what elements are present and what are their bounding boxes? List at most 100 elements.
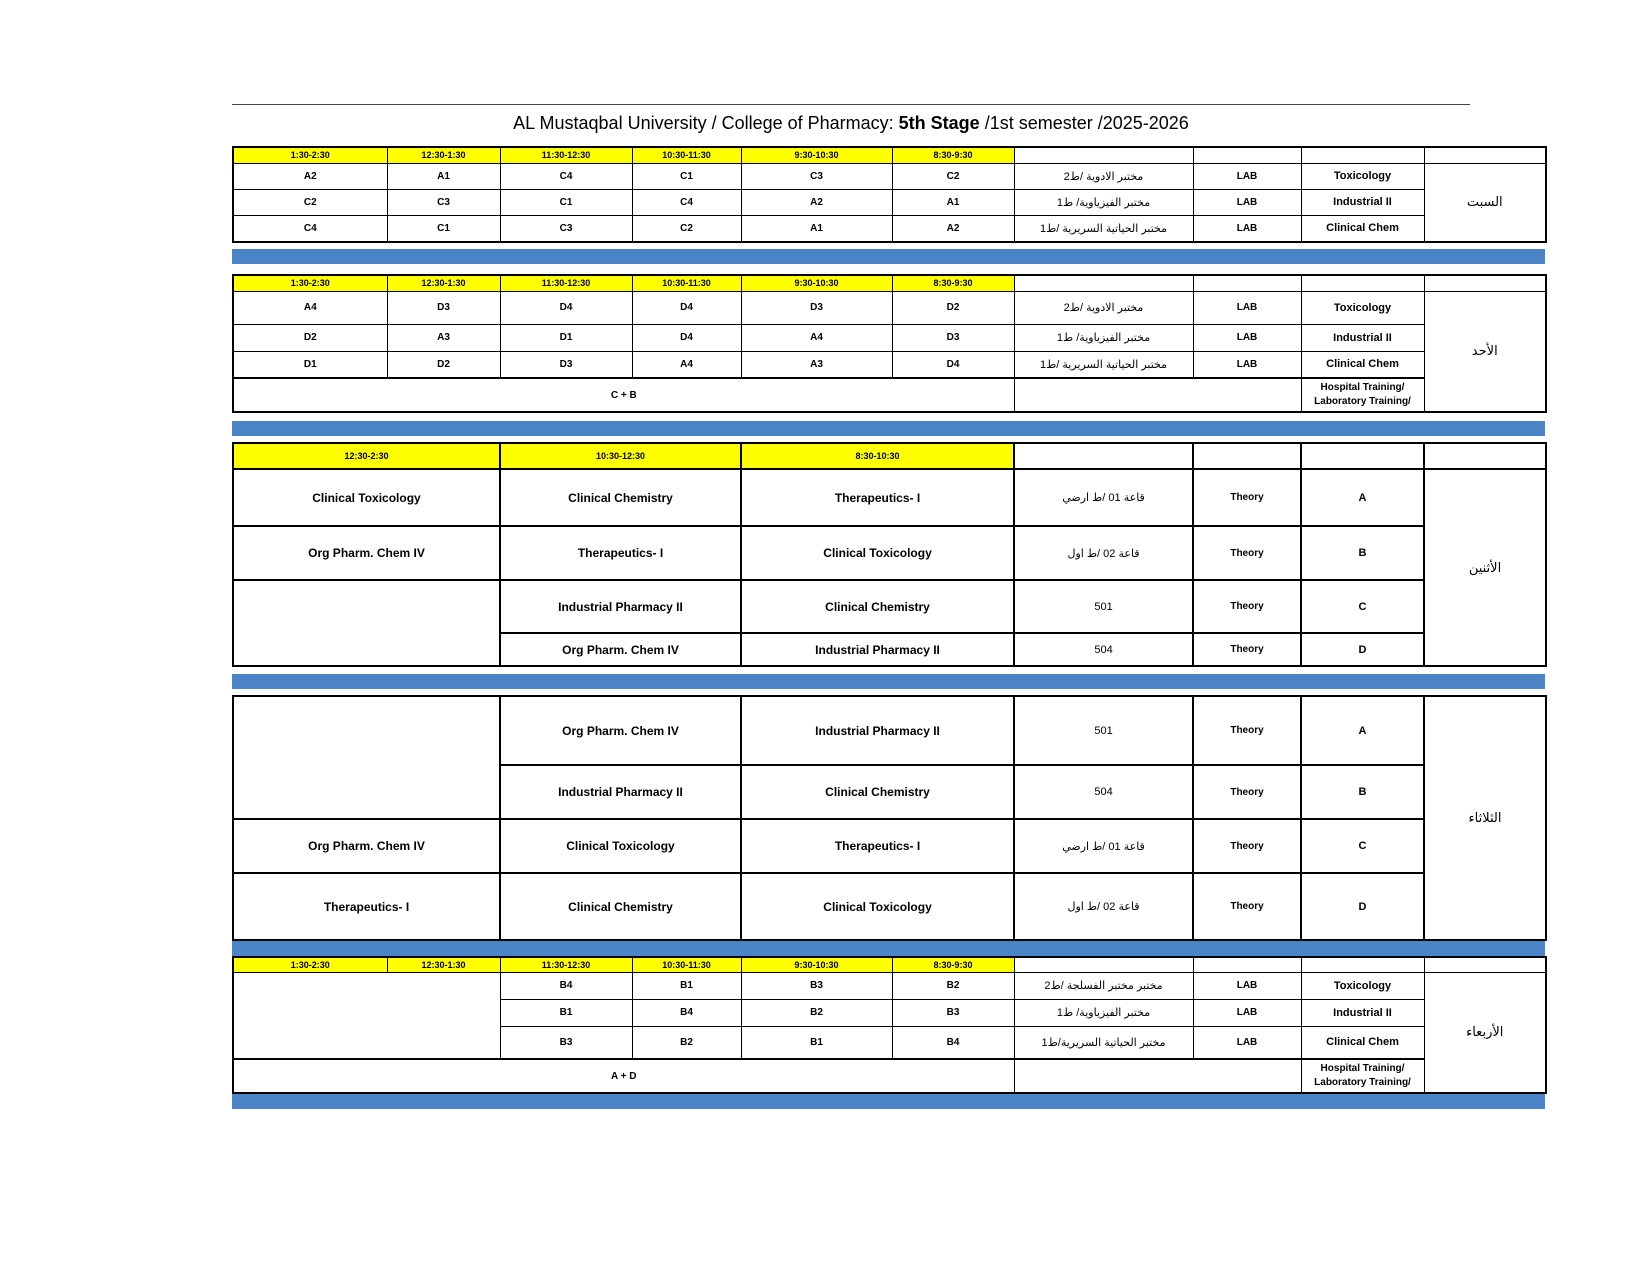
theory-cell: Theory [1192, 525, 1303, 581]
time-header-cell: 10:30-11:30 [631, 146, 742, 164]
slot-cell: C1 [631, 162, 742, 190]
course-cell: Industrial Pharmacy II [740, 632, 1016, 667]
slot-cell: D3 [499, 350, 633, 379]
slot-cell: D1 [232, 350, 388, 379]
tuesday-schedule-table: Org Pharm. Chem IV Industrial Pharmacy I… [232, 695, 1548, 941]
monday-schedule-table: 12:30-2:30 10:30-12:30 8:30-10:30 Clinic… [232, 442, 1548, 667]
course-cell: Org Pharm. Chem IV [232, 818, 501, 874]
empty-cell [1013, 1058, 1302, 1094]
lab-cell: LAB [1192, 350, 1302, 379]
room-cell: مختبر الحياتية السريرية /ط1 [1013, 214, 1194, 243]
sunday-schedule-table: 1:30-2:30 12:30-1:30 11:30-12:30 10:30-1… [232, 274, 1547, 413]
time-header-cell: 1:30-2:30 [232, 146, 388, 164]
theory-cell: Theory [1192, 695, 1303, 766]
course-cell: Clinical Chemistry [740, 579, 1016, 634]
training-line: Hospital Training/ [1320, 1063, 1405, 1074]
saturday-schedule-table: 1:30-2:30 12:30-1:30 11:30-12:30 10:30-1… [232, 146, 1547, 243]
theory-row: Industrial Pharmacy II Clinical Chemistr… [233, 764, 1546, 820]
slot-cell: B3 [499, 1025, 633, 1060]
room-cell: 501 [1013, 695, 1195, 766]
section-divider-band [232, 421, 1545, 436]
empty-cell [232, 579, 501, 667]
slot-cell: C3 [386, 188, 501, 216]
empty-cell [1192, 274, 1302, 292]
time-header-cell: 1:30-2:30 [232, 274, 388, 292]
training-groups-cell: C + B [232, 377, 1015, 413]
slot-cell: D2 [386, 350, 501, 379]
subject-cell: Toxicology [1300, 290, 1425, 325]
title-stage: 5th Stage [898, 113, 980, 133]
theory-cell: Theory [1192, 468, 1303, 527]
room-cell: قاعة 02 /ط اول [1013, 525, 1195, 581]
timetable-sheet: AL Mustaqbal University / College of Pha… [232, 104, 1548, 1109]
course-cell: Therapeutics- I [232, 872, 501, 941]
time-header-cell: 9:30-10:30 [740, 956, 893, 973]
empty-cell [1423, 442, 1548, 470]
empty-cell [232, 695, 501, 820]
subject-cell: Industrial II [1300, 188, 1425, 216]
time-header-cell: 12:30-1:30 [386, 274, 501, 292]
empty-cell [1192, 442, 1303, 470]
day-cell: السبت [1423, 162, 1547, 243]
slot-cell: C2 [891, 162, 1015, 190]
training-label-cell: Hospital Training/ Laboratory Training/ [1300, 1058, 1425, 1094]
subject-cell: Toxicology [1300, 971, 1425, 1000]
section-divider-band [232, 674, 1545, 689]
top-rule [232, 104, 1470, 105]
training-row: A + D Hospital Training/ Laboratory Trai… [232, 1058, 1546, 1094]
slot-cell: D1 [499, 323, 633, 352]
slot-cell: B1 [499, 998, 633, 1027]
group-cell: C [1300, 818, 1426, 874]
wednesday-schedule-table: 1:30-2:30 12:30-1:30 11:30-12:30 10:30-1… [232, 956, 1547, 1094]
lab-row: C4 C1 C3 C2 A1 A2 مختبر الحياتية السريري… [232, 214, 1546, 243]
slot-cell: C4 [232, 214, 388, 243]
slot-cell: D4 [499, 290, 633, 325]
room-cell: قاعة 02 /ط اول [1013, 872, 1195, 941]
subject-cell: Clinical Chem [1300, 214, 1425, 243]
slot-cell: B4 [631, 998, 742, 1027]
empty-cell [1423, 956, 1547, 973]
theory-row: Industrial Pharmacy II Clinical Chemistr… [232, 579, 1546, 667]
lab-row: B4 B1 B3 B2 مختبر مختبر الفسلجة /ط2 LAB … [232, 971, 1547, 1094]
course-cell: Clinical Toxicology [740, 525, 1016, 581]
room-cell: مختبر الفيزياوية/ ط1 [1013, 188, 1194, 216]
training-line: Laboratory Training/ [1314, 1077, 1411, 1088]
slot-cell: D2 [232, 323, 388, 352]
subject-cell: Clinical Chem [1300, 350, 1425, 379]
room-cell: مختبر الحياتية السريرية /ط1 [1013, 350, 1194, 379]
group-cell: B [1300, 764, 1426, 820]
theory-row: Therapeutics- I Clinical Chemistry Clini… [232, 872, 1546, 941]
lab-row: A2 A1 C4 C1 C3 C2 مختبر الادوية /ط2 LAB … [232, 162, 1547, 243]
time-header-cell: 10:30-11:30 [631, 956, 742, 973]
page-title: AL Mustaqbal University / College of Pha… [232, 113, 1470, 134]
slot-cell: A3 [740, 350, 893, 379]
empty-cell [1013, 274, 1194, 292]
slot-cell: A4 [740, 323, 893, 352]
course-cell: Clinical Toxicology [740, 872, 1016, 941]
slot-cell: B2 [891, 971, 1015, 1000]
time-header-cell: 11:30-12:30 [499, 956, 633, 973]
lab-row: D2 A3 D1 D4 A4 D3 مختبر الفيزياوية/ ط1 L… [232, 323, 1546, 352]
room-cell: 501 [1013, 579, 1195, 634]
slot-cell: D3 [891, 323, 1015, 352]
day-cell: الأثنين [1423, 468, 1548, 667]
slot-cell: C2 [631, 214, 742, 243]
theory-row: Org Pharm. Chem IV Therapeutics- I Clini… [232, 525, 1546, 581]
lab-cell: LAB [1192, 1025, 1302, 1060]
day-cell: الأحد [1423, 290, 1547, 413]
slot-cell: B4 [499, 971, 633, 1000]
slot-cell: A1 [740, 214, 893, 243]
title-part2: /1st semester /2025-2026 [979, 113, 1189, 133]
slot-cell: D2 [891, 290, 1015, 325]
time-header-cell: 8:30-10:30 [740, 442, 1016, 470]
room-cell: مختبر الادوية /ط2 [1013, 290, 1194, 325]
time-header-cell: 8:30-9:30 [891, 274, 1015, 292]
day-cell: الأربعاء [1423, 971, 1547, 1094]
training-label-cell: Hospital Training/ Laboratory Training/ [1300, 377, 1425, 413]
day-cell: الثلاثاء [1423, 695, 1548, 941]
theory-cell: Theory [1192, 818, 1303, 874]
slot-cell: C3 [499, 214, 633, 243]
subject-cell: Industrial II [1300, 998, 1425, 1027]
slot-cell: B1 [740, 1025, 893, 1060]
slot-cell: A2 [232, 162, 388, 190]
